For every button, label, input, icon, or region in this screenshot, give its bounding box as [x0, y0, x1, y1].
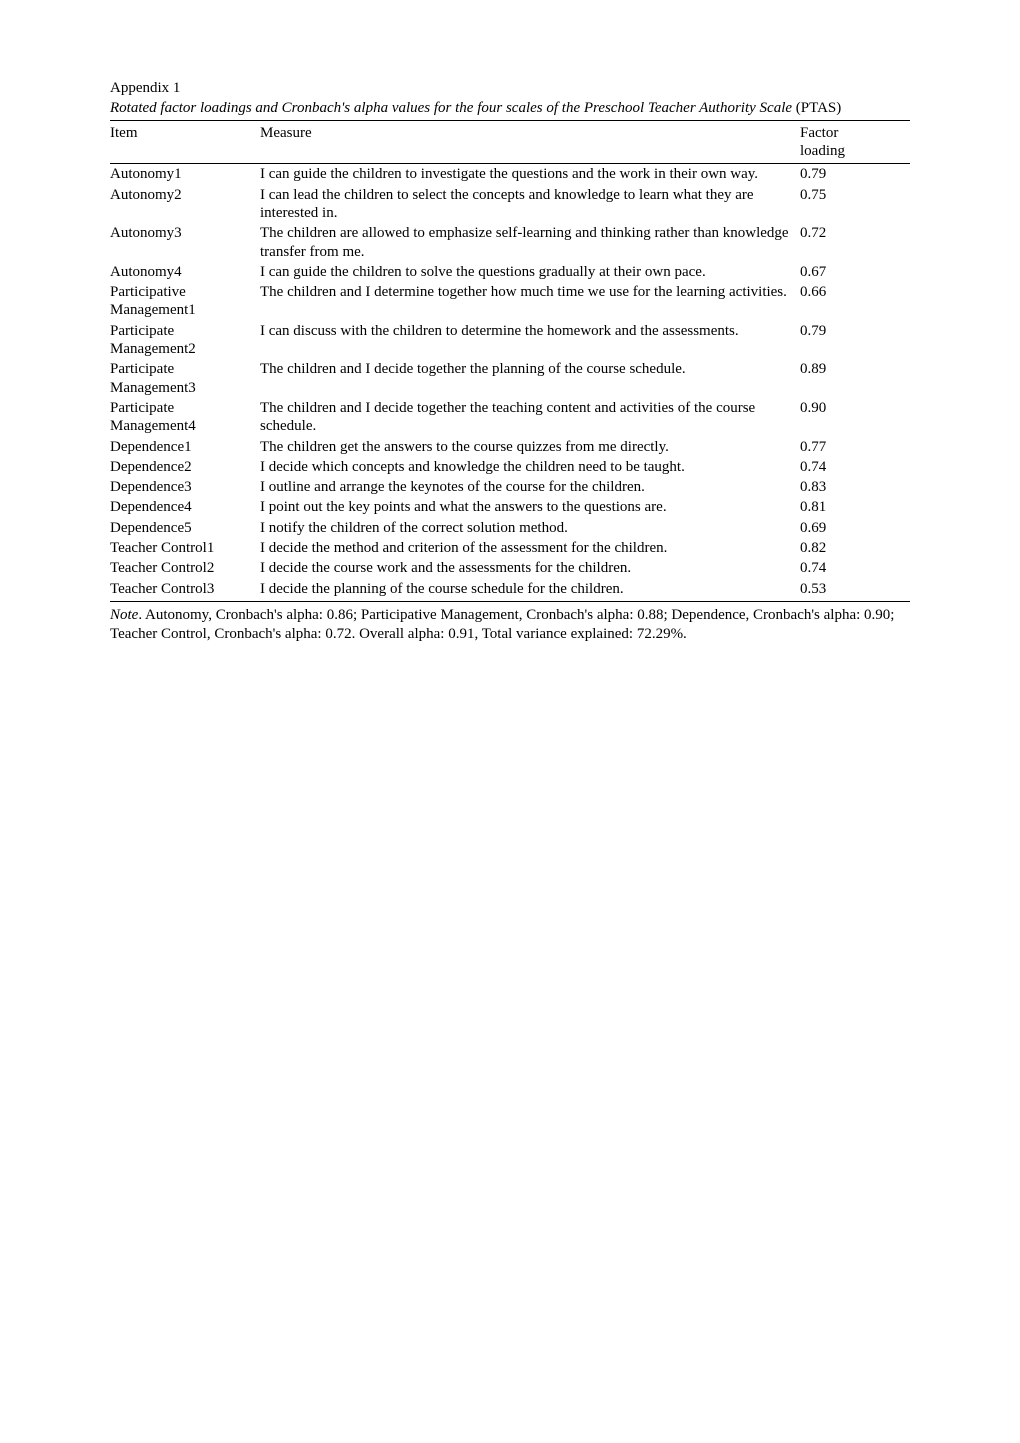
table-row: Participate Management3 The children and… — [110, 359, 910, 398]
cell-measure: I can discuss with the children to deter… — [260, 321, 800, 360]
table-row: Participate Management2 I can discuss wi… — [110, 321, 910, 360]
factor-loadings-table: Item Measure Factor loading Autonomy1 I … — [110, 120, 910, 602]
cell-loading: 0.66 — [800, 282, 910, 321]
col-header-factor: Factor loading — [800, 120, 910, 164]
cell-item: Dependence2 — [110, 457, 260, 477]
cell-loading: 0.72 — [800, 223, 910, 262]
caption-italic: Rotated factor loadings and Cronbach's a… — [110, 100, 792, 116]
cell-loading: 0.79 — [800, 321, 910, 360]
cell-measure: I decide the course work and the assessm… — [260, 558, 800, 578]
cell-measure: I decide the method and criterion of the… — [260, 538, 800, 558]
cell-loading: 0.53 — [800, 579, 910, 602]
table-row: Autonomy3 The children are allowed to em… — [110, 223, 910, 262]
table-row: Participative Management1 The children a… — [110, 282, 910, 321]
cell-measure: The children and I decide together the p… — [260, 359, 800, 398]
note-label: Note — [110, 607, 138, 623]
cell-measure: The children get the answers to the cour… — [260, 437, 800, 457]
cell-loading: 0.79 — [800, 164, 910, 185]
caption-tail: (PTAS) — [792, 100, 841, 116]
table-row: Dependence1 The children get the answers… — [110, 437, 910, 457]
cell-measure: I decide which concepts and knowledge th… — [260, 457, 800, 477]
cell-loading: 0.81 — [800, 497, 910, 517]
table-row: Teacher Control3 I decide the planning o… — [110, 579, 910, 602]
table-row: Teacher Control1 I decide the method and… — [110, 538, 910, 558]
cell-loading: 0.90 — [800, 398, 910, 437]
cell-measure: I can guide the children to investigate … — [260, 164, 800, 185]
cell-measure: The children and I decide together the t… — [260, 398, 800, 437]
table-row: Autonomy4 I can guide the children to so… — [110, 262, 910, 282]
table-row: Teacher Control2 I decide the course wor… — [110, 558, 910, 578]
table-header-row: Item Measure Factor loading — [110, 120, 910, 164]
cell-loading: 0.75 — [800, 185, 910, 224]
cell-measure: I decide the planning of the course sche… — [260, 579, 800, 602]
cell-item: Autonomy1 — [110, 164, 260, 185]
cell-item: Participate Management4 — [110, 398, 260, 437]
table-caption: Rotated factor loadings and Cronbach's a… — [110, 99, 910, 118]
cell-item: Teacher Control3 — [110, 579, 260, 602]
cell-loading: 0.67 — [800, 262, 910, 282]
table-note: Note. Autonomy, Cronbach's alpha: 0.86; … — [110, 606, 910, 644]
cell-measure: I can lead the children to select the co… — [260, 185, 800, 224]
cell-loading: 0.74 — [800, 457, 910, 477]
cell-item: Dependence4 — [110, 497, 260, 517]
cell-loading: 0.89 — [800, 359, 910, 398]
cell-item: Participative Management1 — [110, 282, 260, 321]
cell-loading: 0.83 — [800, 477, 910, 497]
table-row: Dependence4 I point out the key points a… — [110, 497, 910, 517]
cell-item: Dependence1 — [110, 437, 260, 457]
cell-item: Dependence5 — [110, 518, 260, 538]
cell-item: Teacher Control1 — [110, 538, 260, 558]
col-header-measure: Measure — [260, 120, 800, 164]
cell-measure: The children are allowed to emphasize se… — [260, 223, 800, 262]
cell-loading: 0.82 — [800, 538, 910, 558]
col-header-item: Item — [110, 120, 260, 164]
cell-item: Participate Management2 — [110, 321, 260, 360]
col-header-factor-l2: loading — [800, 143, 845, 159]
table-row: Dependence3 I outline and arrange the ke… — [110, 477, 910, 497]
table-row: Participate Management4 The children and… — [110, 398, 910, 437]
cell-loading: 0.77 — [800, 437, 910, 457]
table-row: Dependence2 I decide which concepts and … — [110, 457, 910, 477]
cell-item: Participate Management3 — [110, 359, 260, 398]
cell-loading: 0.74 — [800, 558, 910, 578]
cell-item: Dependence3 — [110, 477, 260, 497]
cell-item: Autonomy3 — [110, 223, 260, 262]
cell-item: Autonomy4 — [110, 262, 260, 282]
cell-measure: I outline and arrange the keynotes of th… — [260, 477, 800, 497]
cell-measure: I notify the children of the correct sol… — [260, 518, 800, 538]
cell-measure: I point out the key points and what the … — [260, 497, 800, 517]
col-header-factor-l1: Factor — [800, 125, 838, 141]
cell-item: Teacher Control2 — [110, 558, 260, 578]
table-row: Dependence5 I notify the children of the… — [110, 518, 910, 538]
table-row: Autonomy2 I can lead the children to sel… — [110, 185, 910, 224]
note-text: . Autonomy, Cronbach's alpha: 0.86; Part… — [110, 607, 894, 642]
table-row: Autonomy1 I can guide the children to in… — [110, 164, 910, 185]
cell-item: Autonomy2 — [110, 185, 260, 224]
cell-loading: 0.69 — [800, 518, 910, 538]
appendix-label: Appendix 1 — [110, 80, 910, 97]
cell-measure: I can guide the children to solve the qu… — [260, 262, 800, 282]
cell-measure: The children and I determine together ho… — [260, 282, 800, 321]
